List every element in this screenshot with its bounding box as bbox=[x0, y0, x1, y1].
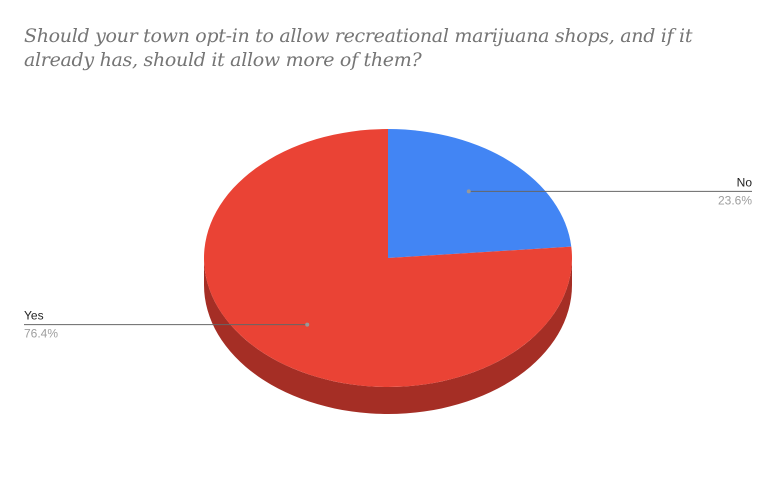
leader-dot bbox=[466, 189, 471, 194]
chart-title: Should your town opt-in to allow recreat… bbox=[24, 25, 693, 71]
slice-name: No bbox=[737, 175, 753, 189]
slice-percent: 23.6% bbox=[718, 193, 752, 207]
slice-label-yes: Yes 76.4% bbox=[24, 309, 310, 341]
slice-label-no: No 23.6% bbox=[466, 175, 753, 207]
pie-slice-no[interactable] bbox=[388, 129, 572, 258]
leader-dot bbox=[305, 322, 310, 327]
slice-percent: 76.4% bbox=[24, 327, 58, 341]
pie-side-yes bbox=[204, 258, 572, 414]
slice-name: Yes bbox=[24, 309, 44, 323]
pie-slice-yes[interactable] bbox=[203, 129, 572, 387]
